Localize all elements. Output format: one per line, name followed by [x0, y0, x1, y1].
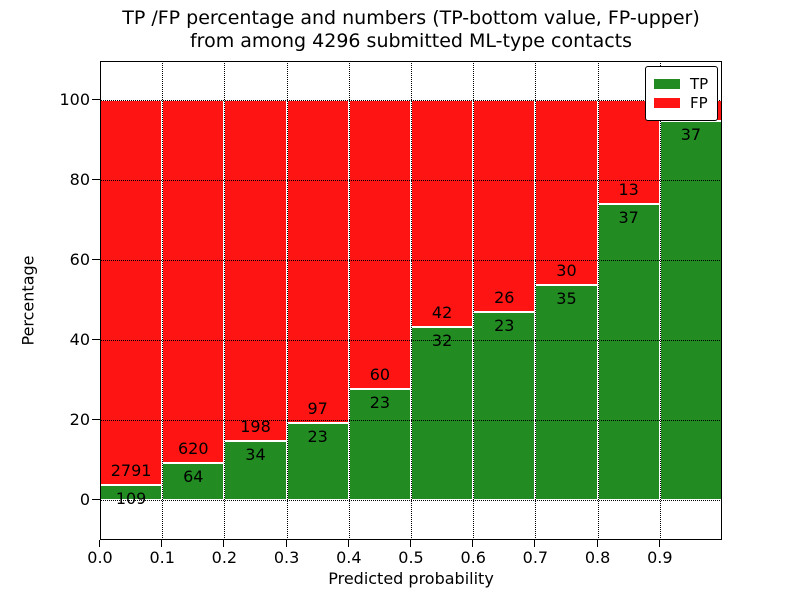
- x-tick-label: 0.4: [336, 548, 362, 567]
- y-tick-label: 0: [79, 490, 90, 509]
- x-tick-mark: [223, 540, 225, 547]
- bar-segment-tp: [348, 389, 411, 500]
- bar-segment-fp: [162, 100, 225, 463]
- tp-count-label: 37: [618, 208, 639, 227]
- x-gridline: [411, 61, 412, 540]
- tp-count-label: 37: [680, 124, 702, 144]
- bar-segment-tp: [286, 423, 349, 500]
- x-gridline: [162, 61, 164, 540]
- y-axis-label: Percentage: [10, 61, 46, 540]
- y-tick-mark: [92, 99, 100, 100]
- x-tick-mark: [347, 540, 349, 547]
- bar-segment-tp: [659, 120, 722, 500]
- x-gridline: [659, 61, 661, 540]
- bar-segment-tp: [535, 284, 598, 500]
- x-gridline: [473, 61, 475, 540]
- tp-count-label: 35: [556, 288, 577, 308]
- fp-count-label: 13: [618, 180, 639, 199]
- plot-area: 2791 109 620 64 198 34 97 23 60 23 42 32 26 23 30 35 13 3…: [19, 61, 722, 588]
- y-tick-label: 20: [69, 410, 90, 429]
- tp-count-label: 23: [307, 427, 328, 447]
- tp-legend-label: TP: [690, 75, 709, 93]
- x-gridline: [286, 61, 288, 540]
- x-tick-mark: [285, 540, 287, 547]
- y-tick-mark: [92, 179, 100, 180]
- grid-layer: [100, 61, 722, 540]
- x-tick-mark: [472, 540, 474, 547]
- x-tick-label: 0.7: [522, 548, 549, 567]
- y-tick-label: 80: [69, 170, 90, 189]
- x-tick-mark: [658, 540, 660, 547]
- y-tick-label: 100: [59, 90, 90, 109]
- bar-segment-fp: [411, 100, 474, 328]
- tp-count-label: 23: [494, 316, 515, 336]
- bar-labels-layer: 2791 109 620 64 198 34 97 23 60 23 42 32 26 23 30 35 13 3…: [100, 61, 722, 540]
- x-tick-mark: [534, 540, 536, 547]
- fp-count-label: 97: [307, 399, 328, 419]
- ticks-layer: 0 20 40 60 80 100 0.0 0.1 0.2 0.3 0.4 0.5 0.6 0.7 0.8 0…: [59, 61, 722, 567]
- x-tick-mark: [161, 540, 163, 547]
- legend-item-fp: FP: [654, 95, 708, 111]
- chart-title-line2: from among 4296 submitted ML-type contac…: [189, 30, 633, 52]
- legend-item-tp: TP: [654, 76, 708, 92]
- fp-count-label: 620: [178, 438, 209, 458]
- x-tick-label: 0.8: [584, 548, 611, 567]
- x-gridline: [535, 61, 537, 540]
- x-tick-label: 0.1: [149, 548, 175, 567]
- y-tick-mark: [92, 339, 100, 340]
- fp-count-label: 198: [240, 417, 271, 437]
- fp-count-label: 42: [431, 303, 453, 323]
- fp-count-label: 26: [494, 288, 515, 308]
- bar-segment-tp: [162, 462, 225, 500]
- y-tick-mark: [92, 419, 100, 420]
- x-tick-label: 0.6: [460, 548, 486, 567]
- y-tick-mark: [92, 259, 100, 260]
- tp-count-label: 109: [115, 488, 147, 508]
- x-tick-label: 0.0: [87, 548, 113, 567]
- fp-legend-swatch: [654, 98, 680, 108]
- y-axis-label-text: Percentage: [18, 255, 38, 346]
- x-gridline: [224, 61, 226, 540]
- fp-legend-label: FP: [690, 94, 708, 112]
- y-tick-label: 60: [69, 250, 90, 269]
- bar-segment-tp: [597, 204, 660, 500]
- tp-count-label: 32: [431, 331, 453, 351]
- tp-count-label: 23: [369, 393, 391, 413]
- x-tick-label: 0.5: [398, 548, 424, 567]
- tp-count-label: 34: [245, 445, 266, 465]
- x-tick-label: 0.2: [211, 548, 238, 567]
- x-tick-mark: [99, 540, 100, 547]
- y-tick-label: 40: [69, 330, 90, 349]
- x-axis-label: Predicted probability: [328, 569, 494, 588]
- bars-layer: [100, 61, 722, 540]
- fp-count-label: 2791: [110, 460, 152, 480]
- bar-segment-fp: [535, 100, 598, 285]
- tp-count-label: 64: [183, 466, 204, 486]
- y-tick-mark: [92, 499, 100, 500]
- x-gridline: [348, 61, 350, 540]
- x-gridline: [597, 61, 599, 540]
- bar-segment-fp: [473, 100, 536, 313]
- fp-count-label: 60: [369, 365, 391, 385]
- fp-count-label: 30: [556, 260, 577, 280]
- chart-title-line1: TP /FP percentage and numbers (TP-bottom…: [122, 7, 700, 29]
- legend: TP FP: [645, 66, 719, 121]
- x-tick-label: 0.3: [273, 548, 300, 567]
- x-tick-mark: [596, 540, 598, 547]
- chart-title: TP /FP percentage and numbers (TP-bottom…: [100, 7, 722, 53]
- x-tick-label: 0.9: [647, 548, 673, 567]
- x-tick-mark: [410, 540, 411, 547]
- tp-legend-swatch: [654, 79, 680, 89]
